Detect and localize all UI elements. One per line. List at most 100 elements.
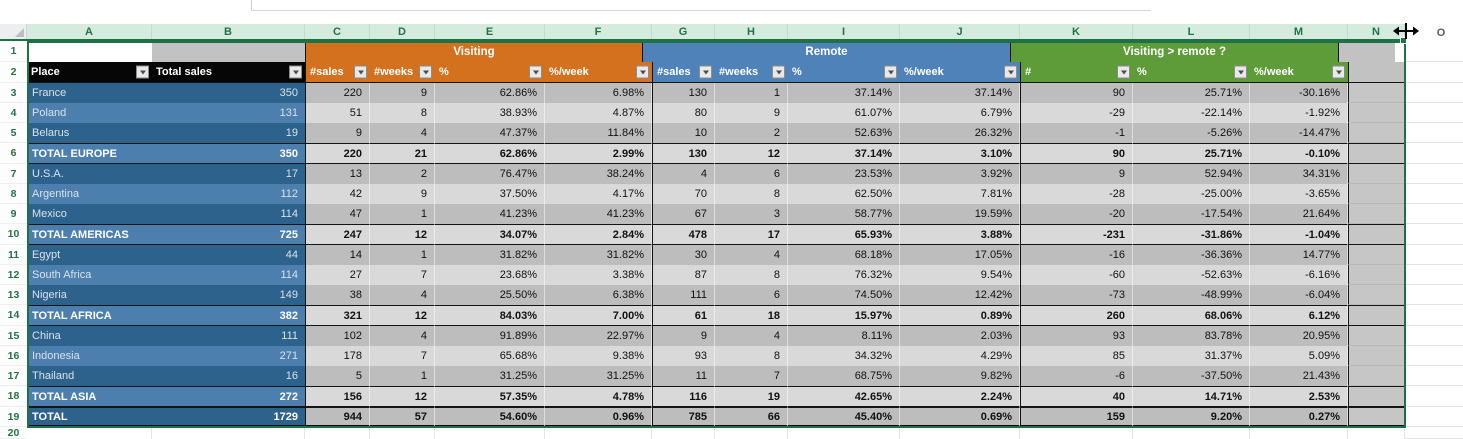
cell-value[interactable]: 9.82% [900, 366, 1020, 386]
row-header-13[interactable]: 13 [0, 285, 27, 305]
row-header-16[interactable]: 16 [0, 346, 27, 366]
empty-cell[interactable] [370, 427, 435, 439]
cell-value[interactable]: 4.17% [545, 184, 652, 204]
cell-value[interactable]: 34.07% [435, 224, 545, 245]
cell-value[interactable]: 62.86% [435, 83, 545, 103]
cell-total-sales[interactable]: 350 [152, 83, 305, 103]
cell-place[interactable]: France [27, 83, 152, 103]
empty-cell[interactable] [1405, 407, 1463, 427]
filter-button[interactable] [419, 65, 432, 79]
cell-value[interactable]: 90 [1020, 143, 1133, 164]
row-header-11[interactable]: 11 [0, 245, 27, 265]
cell-place[interactable]: Egypt [27, 245, 152, 265]
cell-value[interactable]: 68.75% [788, 366, 900, 386]
cell-value[interactable]: -1.92% [1250, 103, 1348, 123]
cell-total-sales[interactable]: 114 [152, 265, 305, 285]
cell-value[interactable]: 17.05% [900, 245, 1020, 265]
cell-value[interactable]: 19 [715, 386, 788, 407]
cell-value[interactable]: 111 [652, 285, 715, 305]
empty-cell[interactable] [1348, 427, 1405, 439]
empty-cell[interactable] [1405, 386, 1463, 407]
cell-value[interactable]: 6.12% [1250, 305, 1348, 326]
cell-b1[interactable] [152, 41, 305, 62]
cell-value[interactable]: -1 [1020, 123, 1133, 143]
filter-button[interactable] [1117, 65, 1130, 79]
cell-value[interactable]: 5.09% [1250, 346, 1348, 366]
empty-cell[interactable] [1405, 123, 1463, 143]
cell-n[interactable] [1348, 184, 1405, 204]
header-cell-total-sales[interactable]: Total sales [152, 62, 305, 83]
cell-value[interactable]: 1 [370, 366, 435, 386]
cell-value[interactable]: -29 [1020, 103, 1133, 123]
cell-total-sales[interactable]: 17 [152, 164, 305, 184]
header-cell-sales[interactable]: #sales [652, 62, 715, 83]
cell-place[interactable]: South Africa [27, 265, 152, 285]
cell-n[interactable] [1348, 407, 1405, 427]
cell-value[interactable]: 61.07% [788, 103, 900, 123]
column-header-m[interactable]: M [1250, 24, 1348, 39]
cell-value[interactable]: 9 [305, 123, 370, 143]
cell-value[interactable]: -231 [1020, 224, 1133, 245]
cell-value[interactable]: -25.00% [1133, 184, 1250, 204]
column-header-k[interactable]: K [1020, 24, 1133, 39]
cell-value[interactable]: 70 [652, 184, 715, 204]
cell-value[interactable]: 12 [370, 386, 435, 407]
cell-value[interactable]: 1 [370, 245, 435, 265]
cell-value[interactable]: 4.29% [900, 346, 1020, 366]
cell-value[interactable]: 37.14% [788, 143, 900, 164]
cell-value[interactable]: 80 [652, 103, 715, 123]
cell-n[interactable] [1348, 204, 1405, 224]
empty-cell[interactable] [1405, 366, 1463, 386]
empty-cell[interactable] [1405, 265, 1463, 285]
cell-value[interactable]: 2.03% [900, 326, 1020, 346]
cell-value[interactable]: 65.68% [435, 346, 545, 366]
cell-value[interactable]: -36.36% [1133, 245, 1250, 265]
cell-value[interactable]: 14 [305, 245, 370, 265]
cell-value[interactable]: 8 [715, 184, 788, 204]
cell-value[interactable]: 3.92% [900, 164, 1020, 184]
cell-value[interactable]: 8 [370, 103, 435, 123]
row-header-6[interactable]: 6 [0, 143, 27, 164]
cell-value[interactable]: 4 [370, 326, 435, 346]
column-header-e[interactable]: E [435, 24, 545, 39]
cell-n[interactable] [1348, 366, 1405, 386]
row-header-19[interactable]: 19 [0, 407, 27, 427]
cell-value[interactable]: 7 [715, 366, 788, 386]
cell-value[interactable]: 61 [652, 305, 715, 326]
cell-value[interactable]: 31.25% [435, 366, 545, 386]
cell-value[interactable]: 9 [370, 83, 435, 103]
cell-value[interactable]: 159 [1020, 407, 1133, 427]
cell-value[interactable]: 42.65% [788, 386, 900, 407]
column-header-a[interactable]: A [27, 24, 152, 39]
empty-cell[interactable] [1405, 224, 1463, 245]
cell-total-sales[interactable]: 111 [152, 326, 305, 346]
column-header-l[interactable]: L [1133, 24, 1250, 39]
cell-value[interactable]: 31.82% [435, 245, 545, 265]
cell-value[interactable]: 31.25% [545, 366, 652, 386]
cell-value[interactable]: 62.86% [435, 143, 545, 164]
cell-value[interactable]: 0.96% [545, 407, 652, 427]
cell-value[interactable]: 3.88% [900, 224, 1020, 245]
cell-n[interactable] [1348, 265, 1405, 285]
cell-value[interactable]: 19.59% [900, 204, 1020, 224]
cell-value[interactable]: -73 [1020, 285, 1133, 305]
column-header-j[interactable]: J [900, 24, 1020, 39]
header-cell-[interactable]: % [435, 62, 545, 83]
cell-place[interactable]: Poland [27, 103, 152, 123]
column-header-b[interactable]: B [152, 24, 305, 39]
cell-value[interactable]: 11 [652, 366, 715, 386]
cell-value[interactable]: -3.65% [1250, 184, 1348, 204]
cell-value[interactable]: 7.00% [545, 305, 652, 326]
cell-value[interactable]: -6.16% [1250, 265, 1348, 285]
cell-n[interactable] [1348, 143, 1405, 164]
cell-value[interactable]: 6.38% [545, 285, 652, 305]
cell-value[interactable]: 31.82% [545, 245, 652, 265]
cell-value[interactable]: 220 [305, 143, 370, 164]
cell-total-sales[interactable]: 272 [152, 386, 305, 407]
cell-value[interactable]: 7 [370, 265, 435, 285]
empty-cell[interactable] [1405, 83, 1463, 103]
cell-value[interactable]: 4.78% [545, 386, 652, 407]
cell-value[interactable]: -5.26% [1133, 123, 1250, 143]
cell-value[interactable]: 9.38% [545, 346, 652, 366]
empty-cell[interactable] [1405, 326, 1463, 346]
